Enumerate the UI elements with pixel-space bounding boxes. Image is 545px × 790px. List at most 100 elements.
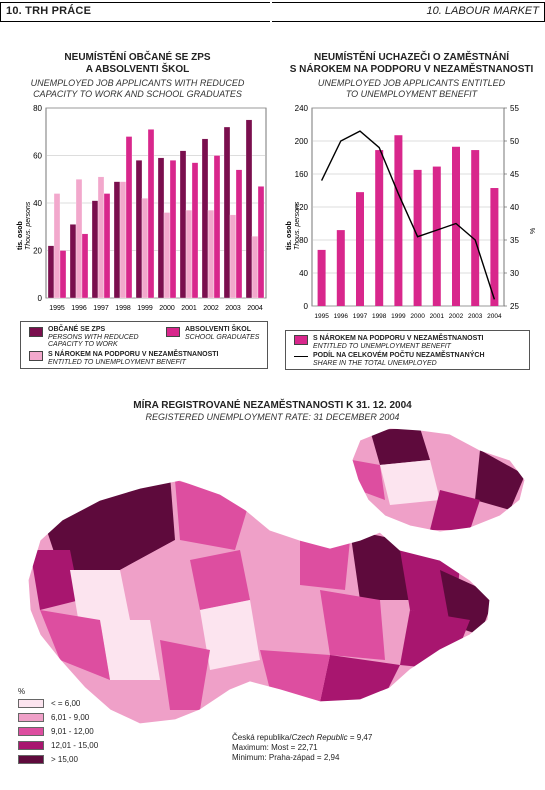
right-ytick-label: 80	[299, 236, 308, 245]
legend-share-en: SHARE IN THE TOTAL UNEMPLOYED	[313, 360, 437, 367]
right-y2tick-label: 50	[510, 137, 519, 146]
right-ytick-label: 120	[295, 203, 309, 212]
left-xtick-label: 2001	[181, 305, 197, 312]
left-ytick-label: 60	[33, 152, 42, 161]
left-xtick-label: 1999	[137, 305, 153, 312]
map-legend-label: 9,01 - 12,00	[51, 727, 94, 736]
left-bar-chart: 0 20 40 60 80 1995 1996 1997 1998 1999 2000 2001 20…	[17, 104, 267, 312]
left-xtick-label: 1996	[71, 305, 87, 312]
unemployment-map	[27, 427, 526, 725]
map-legend-label: 12,01 - 15,00	[51, 741, 99, 750]
left-bar-zps	[69, 224, 77, 299]
stat-country-cz: Česká republika/	[232, 733, 292, 742]
legend-zps-en-2: CAPACITY TO WORK	[48, 341, 118, 348]
header-left-box	[0, 2, 270, 22]
right-bar-benefit	[471, 150, 480, 306]
legend-share-cz: PODÍL NA CELKOVÉM POČTU NEZAMĚSTNANÝCH	[313, 352, 485, 359]
left-bar-benefit	[207, 209, 215, 299]
right-bar-benefit	[375, 150, 384, 306]
legend-benefit-en: ENTITLED TO UNEMPLOYMENT BENEFIT	[313, 343, 451, 350]
right-title-cz-1: NEUMÍSTĚNÍ UCHAZEČI O ZAMĚSTNÁNÍ	[314, 52, 509, 63]
left-bar-benefit	[251, 236, 259, 299]
left-xtick-label: 1995	[49, 305, 65, 312]
left-bar-benefit	[229, 214, 237, 299]
legend-nar-cz: S NÁROKEM NA PODPORU V NEZAMĚSTNANOSTI	[48, 351, 219, 358]
map-legend-unit: %	[18, 687, 26, 696]
right-ytick-label: 0	[304, 302, 309, 311]
right-xtick-label: 1999	[391, 313, 406, 320]
right-title-en-2: TO UNEMPLOYMENT BENEFIT	[345, 89, 478, 99]
right-xtick-label: 2002	[449, 313, 464, 320]
legend-nar-en: ENTITLED TO UNEMPLOYMENT BENEFIT	[48, 359, 186, 366]
right-ytick-label: 240	[295, 104, 309, 113]
left-chart-title: NEUMÍSTĚNÍ OBČANÉ SE ZPS A ABSOLVENTI ŠK…	[10, 52, 265, 76]
left-title-cz-1: NEUMÍSTĚNÍ OBČANÉ SE ZPS	[64, 52, 211, 63]
map-stats: Česká republika/Czech Republic = 9,47 Ma…	[232, 733, 372, 763]
left-bar-graduates	[147, 129, 155, 299]
right-ytick-label: 160	[295, 170, 309, 179]
map-legend-swatch	[18, 755, 44, 764]
left-xtick-label: 2000	[159, 305, 175, 312]
right-xtick-label: 2004	[487, 313, 502, 320]
header-left-title: 10. TRH PRÁCE	[6, 5, 92, 17]
map-inset-regions	[352, 428, 525, 532]
left-chart-subtitle: UNEMPLOYED JOB APPLICANTS WITH REDUCED C…	[10, 78, 265, 100]
left-title-en-1: UNEMPLOYED JOB APPLICANTS WITH REDUCED	[30, 78, 245, 88]
left-bar-zps	[113, 181, 121, 299]
right-bar-benefit	[432, 166, 441, 306]
left-bar-zps	[179, 150, 187, 299]
left-bar-zps	[223, 126, 231, 299]
map-legend: % < = 6,00 6,01 - 9,00 9,01 - 12,00 12,01 -…	[18, 687, 158, 767]
right-xtick-label: 1997	[353, 313, 368, 320]
map-legend-swatch	[18, 741, 44, 750]
left-bar-graduates	[59, 250, 67, 299]
left-bar-zps	[245, 119, 253, 299]
right-title-cz-2: S NÁROKEM NA PODPORU V NEZAMĚSTNANOSTI	[289, 64, 534, 75]
legend-swatch-zps	[29, 327, 43, 337]
left-bar-graduates	[235, 169, 243, 299]
left-bar-benefit	[163, 212, 171, 299]
left-bar-benefit	[141, 198, 149, 299]
left-bar-zps	[47, 245, 55, 299]
map-legend-label: 6,01 - 9,00	[51, 713, 90, 722]
right-line-share	[320, 130, 496, 300]
left-ytick-label: 40	[33, 199, 42, 208]
right-title-en-1: UNEMPLOYED JOB APPLICANTS ENTITLED	[317, 78, 506, 88]
right-y2tick-label: 45	[510, 170, 519, 179]
left-xtick-label: 2004	[247, 305, 263, 312]
right-y2label: %	[530, 228, 537, 234]
left-bar-graduates	[169, 160, 177, 299]
right-chart-legend: S NÁROKEM NA PODPORU V NEZAMĚSTNANOSTI E…	[285, 330, 530, 370]
left-chart-legend: OBČANÉ SE ZPS PERSONS WITH REDUCED CAPAC…	[20, 321, 268, 369]
right-xtick-label: 1995	[314, 313, 329, 320]
map-legend-label: > 15,00	[51, 755, 78, 764]
left-bar-graduates	[213, 155, 221, 299]
left-bar-graduates	[191, 162, 199, 299]
left-ylabel-cz: tis. osob	[17, 221, 24, 250]
right-bar-benefit	[356, 192, 364, 306]
left-ytick-label: 20	[33, 247, 42, 256]
right-bar-benefit	[413, 169, 422, 306]
stat-min: Minimum: Praha-západ = 2,94	[232, 753, 340, 762]
left-xtick-label: 2003	[225, 305, 241, 312]
right-ytick-label: 40	[299, 269, 308, 278]
right-ytick-label: 200	[295, 137, 309, 146]
left-title-cz-2: A ABSOLVENTI ŠKOL	[85, 64, 190, 75]
legend-swatch-benefit	[294, 335, 308, 345]
stat-max: Maximum: Most = 22,71	[232, 743, 318, 752]
right-bar-benefit	[452, 146, 460, 306]
left-bar-benefit	[53, 193, 61, 299]
left-bar-graduates	[125, 136, 133, 299]
right-xtick-label: 2000	[410, 313, 425, 320]
left-bar-graduates	[257, 186, 265, 299]
legend-swatch-abs	[166, 327, 180, 337]
map-legend-swatch	[18, 699, 44, 708]
stat-country-en: Czech Republic	[291, 733, 348, 742]
left-bar-benefit	[75, 179, 83, 299]
left-xtick-label: 2002	[203, 305, 219, 312]
left-bar-zps	[201, 138, 209, 299]
stat-country: Česká republika/Czech Republic = 9,47	[232, 733, 372, 743]
left-bar-benefit	[185, 209, 193, 299]
left-bar-zps	[157, 157, 165, 299]
left-bar-benefit	[119, 181, 127, 299]
